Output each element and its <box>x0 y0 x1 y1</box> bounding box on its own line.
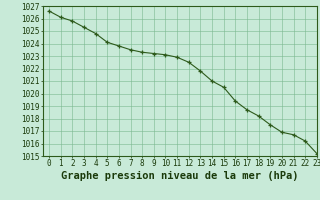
X-axis label: Graphe pression niveau de la mer (hPa): Graphe pression niveau de la mer (hPa) <box>61 171 299 181</box>
